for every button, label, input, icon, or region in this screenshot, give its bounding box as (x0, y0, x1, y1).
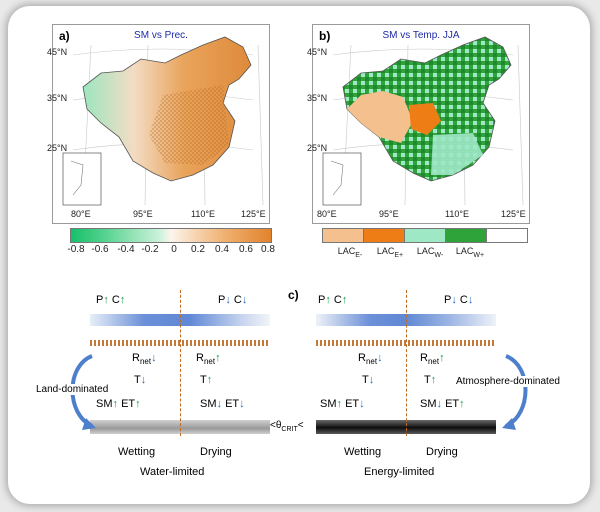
cbar-tick: 0.4 (215, 244, 229, 255)
panel-a-colorbar (70, 228, 272, 243)
cbar-tick: 0.6 (239, 244, 253, 255)
cbar-tick: 0.2 (191, 244, 205, 255)
energy-limited-label: Energy-limited (364, 466, 435, 478)
legend-label-lac-w-minus: LACW- (416, 246, 444, 259)
lon-tick-a-2: 95°E (133, 209, 153, 219)
panel-b-letter: b) (319, 29, 331, 43)
lat-tick-a-2: 35°N (47, 93, 68, 103)
lon-tick-b-3: 110°E (445, 209, 469, 219)
t-drying-right: T↑ (424, 374, 437, 386)
lon-tick-b-2: 95°E (379, 209, 399, 219)
lon-tick-b-4: 125°E (501, 209, 526, 219)
panel-a-map (62, 36, 264, 206)
panel-b-map (322, 36, 524, 206)
land-dominated-label: Land-dominated (36, 384, 109, 395)
feedback-arrow-right (502, 354, 528, 430)
t-wetting-left: T↓ (134, 374, 147, 386)
cbar-tick: 0 (171, 244, 177, 255)
lon-tick-b-1: 80°E (317, 209, 337, 219)
wetting-label-right: Wetting (344, 446, 382, 458)
sm-et-wetting-left: SM↑ ET↑ (96, 398, 141, 410)
t-drying-left: T↑ (200, 374, 213, 386)
rnet-wetting-right: Rnet↓ (358, 352, 383, 367)
sm-et-drying-right: SM↓ ET↑ (420, 398, 465, 410)
legend-swatch-lac-e-minus (322, 228, 364, 243)
theta-crit-label: <θCRIT< (270, 420, 304, 433)
lat-tick-b-1: 45°N (307, 47, 328, 57)
atmosphere-dominated-label: Atmosphere-dominated (456, 376, 560, 387)
lon-tick-a-3: 110°E (191, 209, 215, 219)
divider-right (406, 290, 407, 436)
water-limited-label: Water-limited (140, 466, 205, 478)
panel-a-letter: a) (59, 29, 70, 43)
legend-label-lac-w-plus: LACW+ (455, 246, 485, 259)
sm-et-drying-left: SM↓ ET↓ (200, 398, 245, 410)
legend-label-lac-e-plus: LACE+ (376, 246, 404, 259)
lon-tick-a-4: 125°E (241, 209, 266, 219)
lat-tick-a-1: 45°N (47, 47, 68, 57)
cbar-tick: -0.2 (141, 244, 159, 255)
cbar-tick: -0.6 (91, 244, 109, 255)
rnet-drying-right: Rnet↑ (420, 352, 445, 367)
panel-a-title: SM vs Prec. (134, 30, 188, 41)
legend-swatch-blank (486, 228, 528, 243)
drying-label-right: Drying (426, 446, 458, 458)
lat-tick-a-3: 25°N (47, 143, 68, 153)
panel-c-letter: c) (288, 288, 299, 302)
panel-a: a) SM vs Prec. 45°N 35°N 25°N 80°E 95°E … (47, 24, 270, 224)
legend-swatch-lac-e-plus (363, 228, 405, 243)
wetting-label-left: Wetting (118, 446, 156, 458)
p-c-drying-right: P↓ C↓ (444, 294, 474, 306)
legend-label-lac-e-minus: LACE- (337, 246, 363, 259)
sm-et-wetting-right: SM↑ ET↓ (320, 398, 365, 410)
rnet-drying-left: Rnet↑ (196, 352, 221, 367)
lat-tick-b-3: 25°N (307, 143, 328, 153)
p-c-wetting-right: P↑ C↑ (318, 294, 348, 306)
legend-swatch-lac-w-minus (404, 228, 446, 243)
legend-swatch-lac-w-plus (445, 228, 487, 243)
drying-label-left: Drying (200, 446, 232, 458)
p-c-drying-left: P↓ C↓ (218, 294, 248, 306)
cbar-tick: -0.8 (67, 244, 85, 255)
lat-tick-b-2: 35°N (307, 93, 328, 103)
lon-tick-a-1: 80°E (71, 209, 91, 219)
cbar-tick: 0.8 (261, 244, 275, 255)
p-c-wetting-left: P↑ C↑ (96, 294, 126, 306)
cbar-tick: -0.4 (117, 244, 135, 255)
panel-b-title: SM vs Temp. JJA (382, 30, 460, 41)
t-wetting-right: T↓ (362, 374, 375, 386)
panel-b: b) SM vs Temp. JJA 45°N 35°N 25°N 80°E 9… (307, 24, 530, 224)
rnet-wetting-left: Rnet↓ (132, 352, 157, 367)
divider-left (180, 290, 181, 436)
